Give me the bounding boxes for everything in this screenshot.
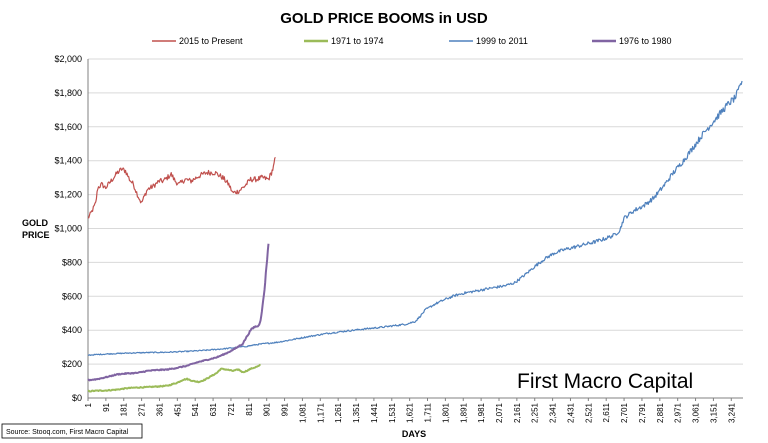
watermark: First Macro Capital <box>517 370 693 393</box>
x-tick-label: 1,711 <box>424 402 433 422</box>
x-tick-label: 2,611 <box>602 402 611 422</box>
axes <box>87 59 743 399</box>
x-tick-label: 1,081 <box>298 402 307 423</box>
series-line-1971-to-1974 <box>87 363 261 393</box>
legend-label-1971: 1971 to 1974 <box>331 36 384 46</box>
x-tick-label: 1,981 <box>477 402 486 423</box>
x-axis-ticks: 1 91 181 271 361 451 541 631 721 811 901 991 1,081 1,… <box>84 398 736 423</box>
x-tick-label: 3,241 <box>727 402 736 423</box>
y-tick-label: $1,200 <box>54 190 82 200</box>
y-tick-label: $1,400 <box>54 156 82 166</box>
x-tick-label: 3,061 <box>692 402 701 423</box>
x-tick-label: 1,891 <box>459 402 468 423</box>
y-tick-label: $1,600 <box>54 122 82 132</box>
x-tick-label: 2,971 <box>674 402 683 423</box>
x-tick-label: 1,351 <box>352 402 361 423</box>
x-tick-label: 2,071 <box>495 402 504 423</box>
chart-title: GOLD PRICE BOOMS in USD <box>280 10 488 27</box>
y-tick-label: $0 <box>72 393 82 403</box>
y-tick-label: $400 <box>62 325 82 335</box>
y-tick-label: $1,800 <box>54 88 82 98</box>
y-tick-label: $1,000 <box>54 224 82 234</box>
x-tick-label: 811 <box>245 402 254 415</box>
y-axis-title-line1: GOLD <box>22 218 48 228</box>
source-note: Source: Stooq.com, First Macro Capital <box>6 429 129 436</box>
series-line-1976-to-1980 <box>87 243 270 382</box>
x-tick-label: 2,161 <box>513 402 522 423</box>
x-tick-label: 721 <box>227 402 236 416</box>
x-axis-title: DAYS <box>402 429 426 439</box>
legend-label-1976: 1976 to 1980 <box>619 36 672 46</box>
x-tick-label: 1 <box>84 402 93 407</box>
x-tick-label: 1,531 <box>388 402 397 423</box>
y-axis-ticks: $0 $200 $400 $600 $800 $1,000 $1,200 $1,400 $1,6… <box>54 54 82 403</box>
x-tick-label: 181 <box>120 402 129 416</box>
series-line-2015-to-present <box>87 156 276 219</box>
y-tick-label: $600 <box>62 291 82 301</box>
x-tick-label: 2,251 <box>531 402 540 423</box>
x-tick-label: 2,791 <box>638 402 647 423</box>
x-tick-label: 2,701 <box>620 402 629 423</box>
x-tick-label: 901 <box>263 402 272 416</box>
x-tick-label: 2,881 <box>656 402 665 423</box>
source-box <box>1 423 143 439</box>
x-tick-label: 1,441 <box>370 402 379 423</box>
x-tick-label: 1,801 <box>441 402 450 423</box>
x-tick-label: 2,521 <box>584 402 593 423</box>
x-tick-label: 631 <box>209 402 218 416</box>
x-tick-label: 991 <box>281 402 290 416</box>
x-tick-label: 2,341 <box>549 402 558 423</box>
series-lines <box>87 80 743 393</box>
y-tick-label: $200 <box>62 359 82 369</box>
x-tick-label: 1,171 <box>316 402 325 423</box>
legend-label-1999: 1999 to 2011 <box>476 36 528 46</box>
x-tick-label: 541 <box>191 402 200 416</box>
x-tick-label: 2,431 <box>566 402 575 423</box>
y-tick-label: $2,000 <box>54 54 82 64</box>
legend-label-2015: 2015 to Present <box>179 36 243 46</box>
y-axis-title-line2: PRICE <box>22 230 50 240</box>
x-tick-label: 271 <box>138 402 147 416</box>
legend: 2015 to Present 1971 to 1974 1999 to 201… <box>152 36 672 46</box>
gridlines <box>88 58 743 365</box>
x-tick-label: 91 <box>102 402 111 411</box>
x-tick-label: 1,621 <box>406 402 415 423</box>
x-tick-label: 3,151 <box>709 402 718 423</box>
x-tick-label: 451 <box>173 402 182 416</box>
y-tick-label: $800 <box>62 257 82 267</box>
x-tick-label: 361 <box>155 402 164 416</box>
series-line-1999-to-2011 <box>87 80 743 356</box>
x-tick-label: 1,261 <box>334 402 343 423</box>
